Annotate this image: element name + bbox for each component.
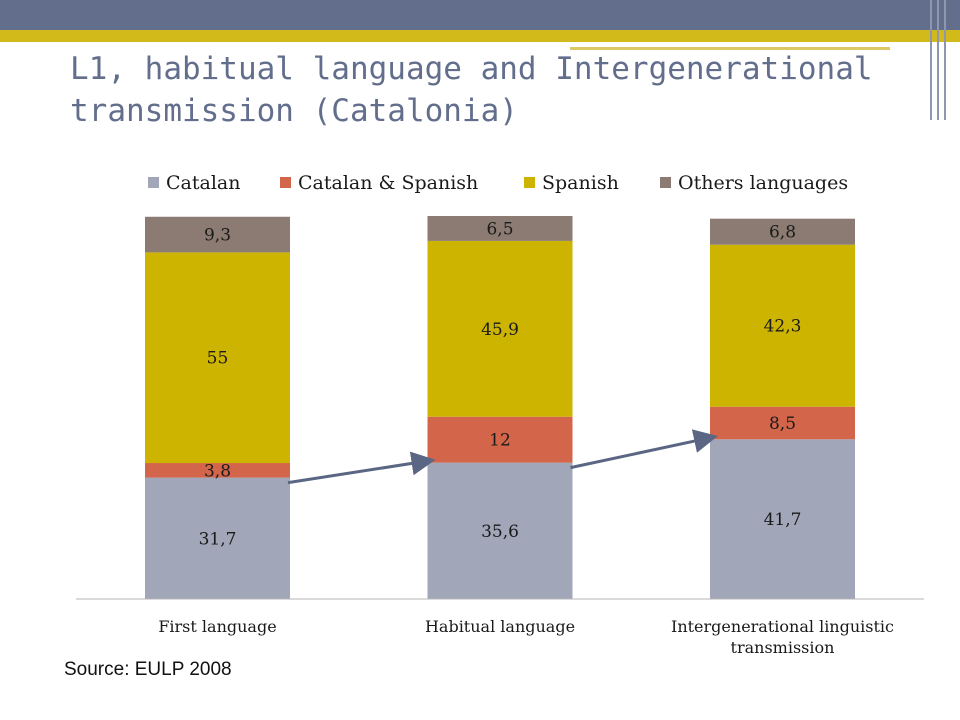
data-label: 55 (207, 349, 229, 369)
bar-catalan-spanish-1 (145, 463, 290, 478)
legend-swatch-catalan (148, 177, 159, 188)
data-label: 6,5 (486, 219, 513, 239)
legend-label-spanish: Spanish (542, 172, 619, 194)
x-tick-label: Habitual language (425, 617, 575, 636)
data-label: 31,7 (199, 529, 237, 549)
legend-label-others-languages: Others languages (678, 172, 848, 194)
source-note: Source: EULP 2008 (64, 659, 232, 680)
legend-swatch-spanish (524, 177, 535, 188)
x-tick-label: First language (158, 617, 276, 636)
data-label: 3,8 (204, 461, 231, 481)
bar-catalan-1 (145, 477, 290, 599)
edge-stripe (944, 0, 946, 120)
legend-label-catalan-spanish: Catalan & Spanish (298, 172, 478, 194)
data-label: 42,3 (764, 317, 802, 337)
data-label: 9,3 (204, 226, 231, 246)
trend-arrow (287, 451, 436, 485)
data-label: 12 (489, 431, 511, 451)
bar-catalan-2 (427, 462, 573, 599)
x-tick-label: Intergenerational linguistic transmission (671, 617, 894, 657)
bar-catalan-3 (710, 439, 855, 599)
data-label: 35,6 (481, 522, 519, 542)
bar-others-languages-3 (710, 218, 855, 245)
bar-others-languages-2 (427, 216, 573, 241)
accent-line (570, 47, 890, 50)
header-band (0, 0, 960, 30)
bar-catalan-spanish-2 (427, 416, 573, 463)
data-label: 8,5 (769, 414, 796, 434)
edge-stripe (937, 0, 939, 120)
bar-spanish-1 (145, 252, 290, 464)
bar-others-languages-1 (145, 216, 290, 253)
accent-band (0, 30, 960, 42)
legend-label-catalan: Catalan (166, 172, 240, 194)
data-label: 6,8 (769, 223, 796, 243)
legend-swatch-catalan-spanish (280, 177, 291, 188)
bar-spanish-3 (710, 244, 855, 407)
slide-title: L1, habitual language and Intergeneratio… (70, 51, 873, 129)
trend-arrow (570, 429, 718, 470)
legend-swatch-others-languages (660, 177, 671, 188)
bar-spanish-2 (427, 240, 573, 417)
edge-stripe (930, 0, 932, 120)
data-label: 41,7 (764, 510, 802, 530)
data-label: 45,9 (481, 320, 519, 340)
bar-catalan-spanish-3 (710, 406, 855, 440)
